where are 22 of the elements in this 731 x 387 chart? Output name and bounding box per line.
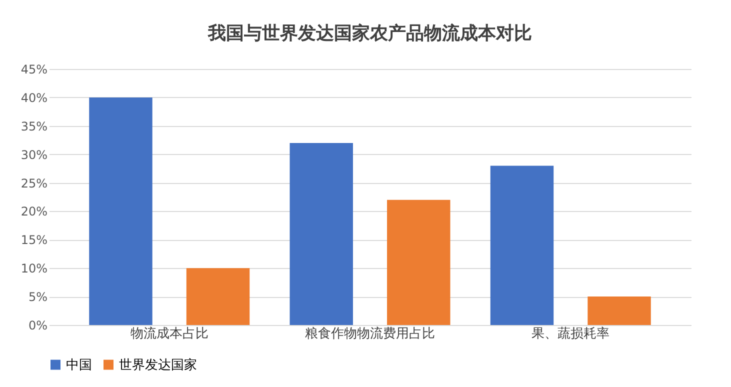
y-tick-label: 15%	[20, 233, 48, 248]
x-tick-label: 粮食作物物流费用占比	[305, 326, 435, 342]
chart-title: 我国与世界发达国家农产品物流成本对比	[207, 23, 532, 44]
y-tick-label: 10%	[20, 262, 48, 276]
y-tick-label: 20%	[20, 204, 48, 219]
y-tick-label: 35%	[20, 119, 48, 134]
y-tick-label: 40%	[20, 90, 48, 105]
bar	[290, 142, 353, 325]
legend-label: 世界发达国家	[119, 356, 197, 373]
y-tick-label: 25%	[20, 176, 48, 190]
bar	[588, 296, 651, 325]
y-tick-label: 5%	[28, 290, 48, 304]
bar	[387, 200, 450, 325]
y-tick-label: 0%	[28, 318, 48, 332]
y-tick-label: 30%	[20, 148, 48, 162]
bar	[89, 97, 152, 325]
y-tick-label: 45%	[20, 62, 48, 76]
bar	[490, 166, 554, 325]
legend-label: 中国	[66, 358, 92, 373]
x-tick-label: 果、蔬损耗率	[532, 326, 610, 342]
x-tick-label: 物流成本占比	[130, 326, 208, 342]
bar	[186, 268, 250, 325]
